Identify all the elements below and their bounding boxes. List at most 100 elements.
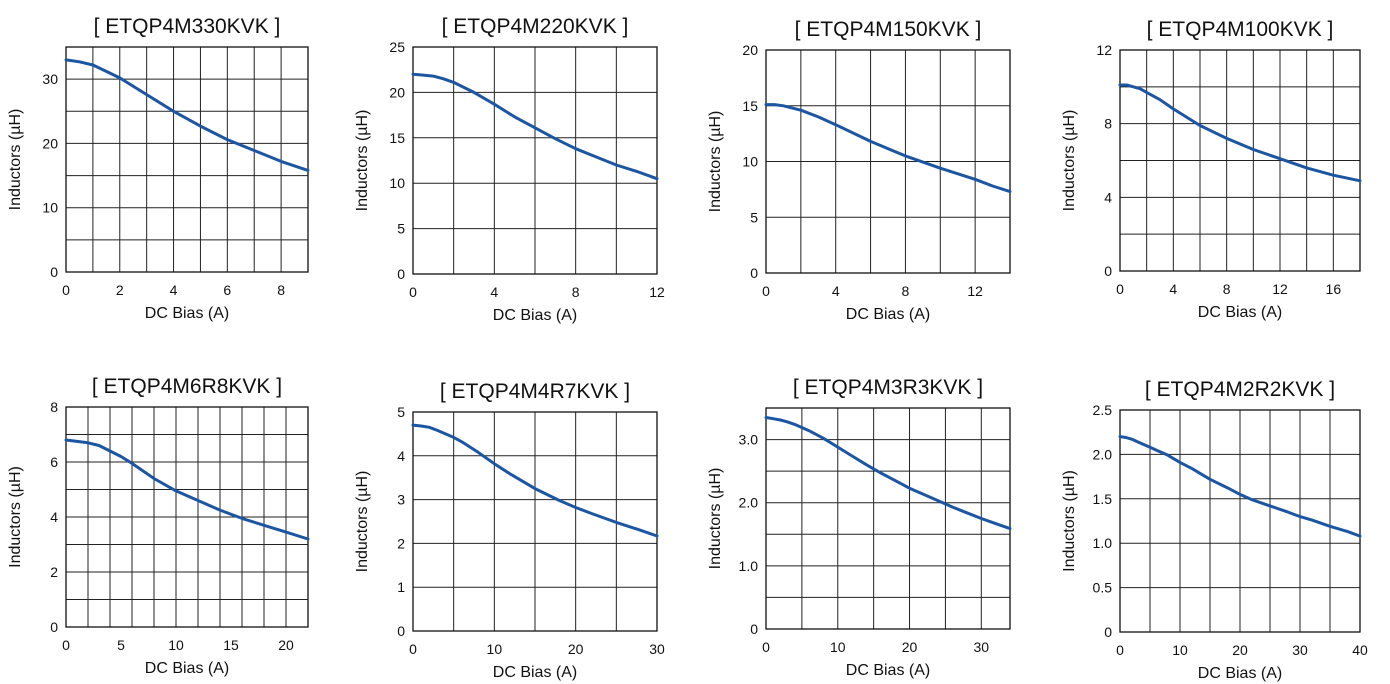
- x-tick-label: 12: [649, 284, 665, 300]
- series-line: [64, 58, 310, 172]
- y-tick-label: 1.0: [739, 558, 759, 574]
- y-tick-label: 2.0: [739, 495, 759, 511]
- y-tick-label: 4: [1104, 189, 1112, 205]
- x-tick-label: 8: [1223, 281, 1231, 297]
- chart-title: [ ETQP4M150KVK ]: [795, 18, 982, 41]
- x-axis-label: DC Bias (A): [493, 307, 577, 324]
- x-tick-label: 15: [223, 637, 239, 653]
- x-axis-label: DC Bias (A): [145, 660, 229, 677]
- series-line: [411, 72, 659, 181]
- x-axis-label: DC Bias (A): [145, 305, 229, 322]
- y-axis-label: Inductors (µH): [7, 109, 24, 211]
- chart-panel: 0 10 20 30 40 0 0.5 1.0 1.5 2.0 2.5 [ ETQP4M2R2KVK …: [1061, 378, 1368, 682]
- series-line: [1118, 435, 1362, 538]
- y-axis-label: Inductors (µH): [707, 468, 724, 570]
- x-tick-label: 0: [409, 641, 417, 657]
- y-tick-label: 0: [1104, 624, 1112, 640]
- plot-frame: [65, 406, 309, 628]
- y-tick-label: 0: [50, 619, 58, 635]
- chart-panel: 0 10 20 30 0 1 2 3 4 5 [ ETQP4M4R7KVK ] DC Bias (A)…: [354, 380, 665, 681]
- x-tick-label: 30: [1292, 642, 1308, 658]
- y-axis-label: Inductors (µH): [354, 110, 371, 212]
- chart-title: [ ETQP4M330KVK ]: [94, 15, 281, 38]
- y-tick-label: 0: [397, 623, 405, 639]
- y-tick-label: 5: [397, 404, 405, 420]
- plot-frame: [1119, 49, 1361, 272]
- series-line: [64, 438, 310, 541]
- x-tick-label: 30: [649, 641, 665, 657]
- plot-frame: [412, 411, 658, 632]
- x-tick-label: 20: [278, 637, 294, 653]
- y-axis-label: Inductors (µH): [7, 466, 24, 568]
- x-tick-label: 0: [762, 639, 770, 655]
- y-tick-label: 4: [50, 509, 58, 525]
- y-tick-label: 5: [750, 209, 758, 225]
- chart-title: [ ETQP4M6R8KVK ]: [92, 375, 282, 398]
- y-tick-label: 25: [389, 39, 405, 55]
- x-tick-label: 10: [487, 641, 503, 657]
- chart-title: [ ETQP4M4R7KVK ]: [440, 380, 630, 403]
- y-axis-label: Inductors (µH): [1061, 110, 1078, 212]
- x-tick-label: 10: [1172, 642, 1188, 658]
- y-tick-label: 20: [389, 84, 405, 100]
- series-line: [411, 423, 659, 538]
- y-tick-label: 20: [742, 42, 758, 58]
- y-tick-label: 3: [397, 492, 405, 508]
- x-tick-label: 40: [1352, 642, 1368, 658]
- y-tick-label: 1.5: [1093, 491, 1113, 507]
- y-tick-label: 0: [750, 621, 758, 637]
- plot-frame: [765, 407, 1011, 630]
- x-tick-label: 10: [830, 639, 846, 655]
- x-axis-label: DC Bias (A): [1198, 665, 1282, 682]
- x-tick-label: 4: [1169, 281, 1177, 297]
- chart-panel: 0 4 8 12 16 0 4 8 12 [ ETQP4M100KVK ] DC Bias (A) I…: [1061, 18, 1362, 321]
- series-line: [1118, 83, 1362, 183]
- x-tick-label: 4: [170, 282, 178, 298]
- y-tick-label: 2: [397, 535, 405, 551]
- x-tick-label: 2: [116, 282, 124, 298]
- series-line: [764, 416, 1012, 531]
- chart-panel: 0 4 8 12 0 5 10 15 20 [ ETQP4M150KVK ] DC Bias (A)…: [707, 18, 1012, 323]
- y-tick-label: 3.0: [739, 432, 759, 448]
- x-tick-label: 16: [1326, 281, 1342, 297]
- series-line: [764, 103, 1012, 194]
- x-tick-label: 12: [967, 283, 983, 299]
- x-tick-label: 0: [409, 284, 417, 300]
- x-tick-label: 8: [277, 282, 285, 298]
- y-tick-label: 0.5: [1093, 580, 1113, 596]
- x-axis-label: DC Bias (A): [846, 306, 930, 323]
- x-tick-label: 4: [832, 283, 840, 299]
- x-tick-label: 20: [1232, 642, 1248, 658]
- chart-panel: 0 2 4 6 8 0 10 20 30 [ ETQP4M330KVK ] DC Bias (A) I…: [7, 15, 310, 322]
- y-tick-label: 20: [42, 135, 58, 151]
- y-axis-label: Inductors (µH): [707, 111, 724, 213]
- x-tick-label: 8: [572, 284, 580, 300]
- x-tick-label: 8: [902, 283, 910, 299]
- x-tick-label: 0: [762, 283, 770, 299]
- plot-frame: [65, 46, 309, 273]
- y-tick-label: 8: [50, 399, 58, 415]
- x-axis-label: DC Bias (A): [1198, 304, 1282, 321]
- plot-frame: [765, 49, 1011, 274]
- y-tick-label: 5: [397, 221, 405, 237]
- y-tick-label: 2.0: [1093, 446, 1113, 462]
- chart-title: [ ETQP4M100KVK ]: [1147, 18, 1334, 41]
- y-tick-label: 2: [50, 564, 58, 580]
- y-tick-label: 15: [742, 98, 758, 114]
- x-tick-label: 0: [62, 637, 70, 653]
- chart-title: [ ETQP4M2R2KVK ]: [1145, 378, 1335, 401]
- y-axis-label: Inductors (µH): [1061, 470, 1078, 572]
- y-tick-label: 12: [1096, 42, 1112, 58]
- y-tick-label: 1: [397, 579, 405, 595]
- x-tick-label: 0: [62, 282, 70, 298]
- y-tick-label: 6: [50, 454, 58, 470]
- y-tick-label: 0: [750, 265, 758, 281]
- x-tick-label: 30: [974, 639, 990, 655]
- y-tick-label: 0: [397, 266, 405, 282]
- x-tick-label: 20: [902, 639, 918, 655]
- chart-panel: 0 4 8 12 0 5 10 15 20 25 [ ETQP4M220KVK ] DC Bias (…: [354, 15, 665, 324]
- chart-panel: 0 5 10 15 20 0 2 4 6 8 [ ETQP4M6R8KVK ] DC Bias (A)…: [7, 375, 310, 677]
- y-tick-label: 8: [1104, 116, 1112, 132]
- x-tick-label: 0: [1116, 642, 1124, 658]
